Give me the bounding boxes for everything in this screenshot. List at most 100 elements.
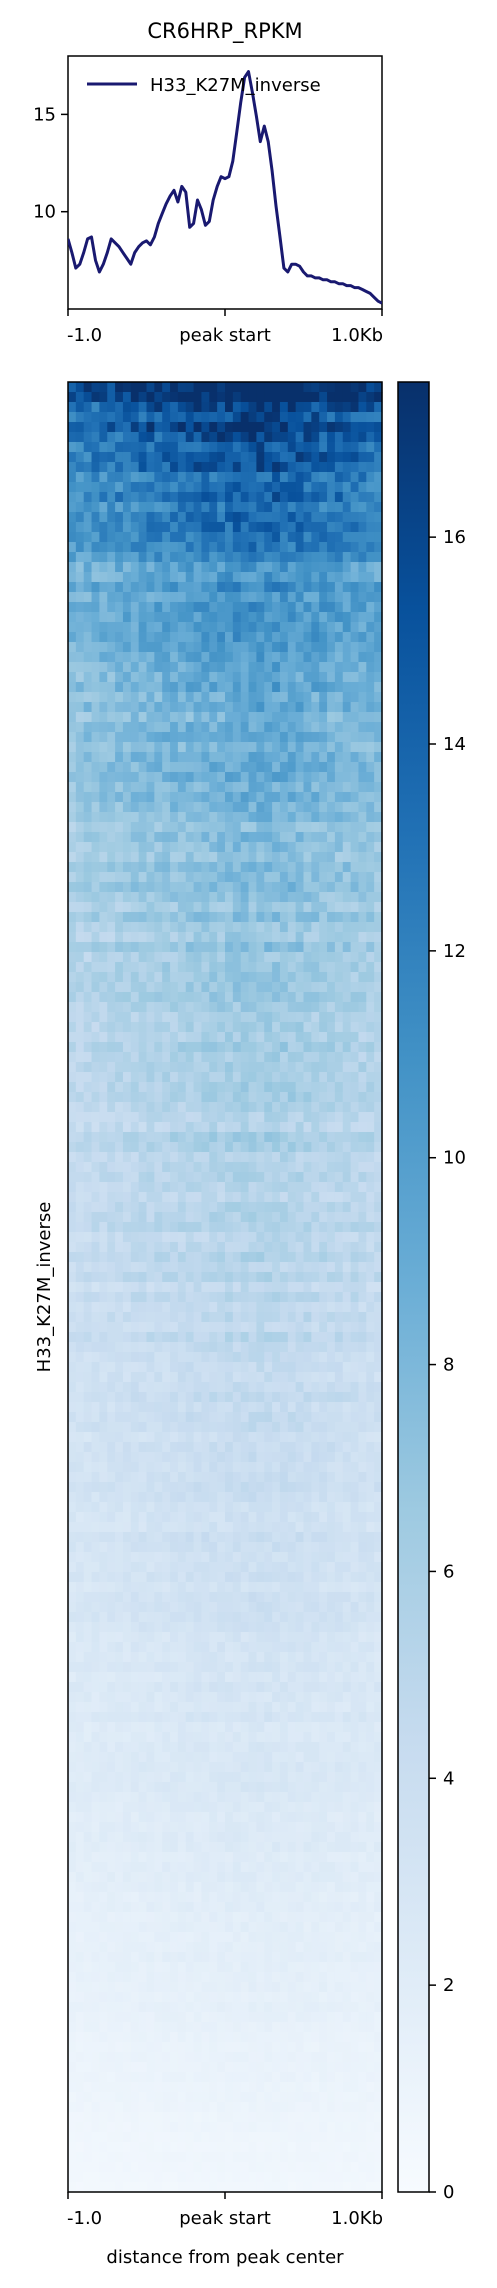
heatmap-cell (272, 532, 281, 543)
heatmap-cell (201, 562, 210, 573)
heatmap-cell (248, 1142, 257, 1153)
heatmap-cell (287, 762, 297, 773)
heatmap-cell (225, 1022, 234, 1033)
heatmap-cell (374, 1242, 383, 1253)
heatmap-cell (177, 412, 187, 423)
heatmap-cell (68, 1062, 77, 1073)
heatmap-cell (374, 602, 383, 613)
heatmap-cell (240, 1402, 250, 1413)
heatmap-cell (154, 922, 163, 933)
heatmap-cell (287, 742, 297, 753)
heatmap-cell (154, 762, 163, 773)
heatmap-cell (138, 1242, 148, 1253)
heatmap-cell (154, 732, 163, 743)
heatmap-cell (334, 1612, 344, 1623)
heatmap-cell (209, 1442, 218, 1453)
heatmap-cell (311, 562, 320, 573)
heatmap-cell (162, 992, 171, 1003)
heatmap-cell (225, 922, 234, 933)
heatmap-cell (311, 1232, 320, 1243)
heatmap-cell (256, 952, 265, 963)
heatmap-cell (342, 1222, 352, 1233)
heatmap-cell (248, 1522, 257, 1533)
heatmap-cell (232, 1132, 242, 1143)
heatmap-cell (225, 532, 234, 543)
heatmap-cell (201, 672, 210, 683)
heatmap-cell (83, 512, 93, 523)
heatmap-cell (185, 1392, 195, 1403)
heatmap-cell (75, 1502, 85, 1513)
heatmap-cell (327, 542, 336, 553)
heatmap-cell (232, 642, 242, 653)
heatmap-cell (154, 1382, 163, 1393)
heatmap-cell (122, 382, 132, 393)
heatmap-cell (217, 902, 226, 913)
heatmap-cell (217, 1522, 226, 1533)
heatmap-cell (138, 1422, 148, 1433)
heatmap-cell (146, 812, 155, 823)
heatmap-cell (374, 1262, 383, 1273)
heatmap-cell (83, 642, 93, 653)
heatmap-cell (256, 712, 265, 723)
heatmap-cell (162, 1422, 171, 1433)
heatmap-cell (342, 662, 352, 673)
heatmap-cell (358, 752, 367, 763)
heatmap-cell (232, 1522, 242, 1533)
heatmap-cell (240, 1042, 250, 1053)
heatmap-cell (264, 1042, 273, 1053)
heatmap-cell (201, 912, 210, 923)
heatmap-cell (75, 992, 85, 1003)
heatmap-cell (177, 732, 187, 743)
heatmap-cell (248, 1252, 257, 1263)
heatmap-cell (374, 692, 383, 703)
heatmap-cell (358, 472, 367, 483)
heatmap-cell (75, 722, 85, 733)
heatmap-cell (303, 1302, 312, 1313)
heatmap-cell (162, 1602, 171, 1613)
heatmap-cell (177, 1292, 187, 1303)
heatmap-cell (232, 1082, 242, 1093)
heatmap-cell (193, 582, 203, 593)
heatmap-cell (83, 982, 93, 993)
heatmap-cell (279, 1312, 289, 1323)
heatmap-cell (130, 1092, 140, 1103)
heatmap-cell (201, 1362, 210, 1373)
heatmap-cell (138, 782, 148, 793)
heatmap-cell (374, 1362, 383, 1373)
heatmap-cell (319, 1592, 328, 1603)
heatmap-cell (350, 792, 360, 803)
heatmap-cell (177, 422, 187, 433)
heatmap-cell (319, 1612, 328, 1623)
heatmap-cell (240, 812, 250, 823)
heatmap-cell (248, 762, 257, 773)
heatmap-cell (374, 1492, 383, 1503)
heatmap-cell (374, 562, 383, 573)
heatmap-cell (83, 432, 93, 443)
heatmap-cell (122, 1342, 132, 1353)
heatmap-cell (185, 562, 195, 573)
heatmap-cell (366, 432, 375, 443)
heatmap-cell (68, 432, 77, 443)
heatmap-cell (303, 1062, 312, 1073)
heatmap-cell (122, 852, 132, 863)
heatmap-cell (327, 1292, 336, 1303)
heatmap-cell (209, 532, 218, 543)
heatmap-cell (248, 482, 257, 493)
heatmap-cell (115, 852, 124, 863)
heatmap-cell (91, 1332, 100, 1343)
heatmap-cell (366, 712, 375, 723)
heatmap-cell (170, 672, 179, 683)
heatmap-cell (366, 902, 375, 913)
heatmap-cell (99, 1022, 108, 1033)
heatmap-cell (217, 1442, 226, 1453)
heatmap-cell (232, 1022, 242, 1033)
heatmap-cell (279, 802, 289, 813)
heatmap-cell (272, 1592, 281, 1603)
heatmap-cell (91, 1612, 100, 1623)
heatmap-cell (209, 1572, 218, 1583)
heatmap-cell (91, 1452, 100, 1463)
heatmap-cell (374, 572, 383, 583)
heatmap-cell (248, 1512, 257, 1523)
heatmap-cell (122, 782, 132, 793)
heatmap-cell (311, 1342, 320, 1353)
